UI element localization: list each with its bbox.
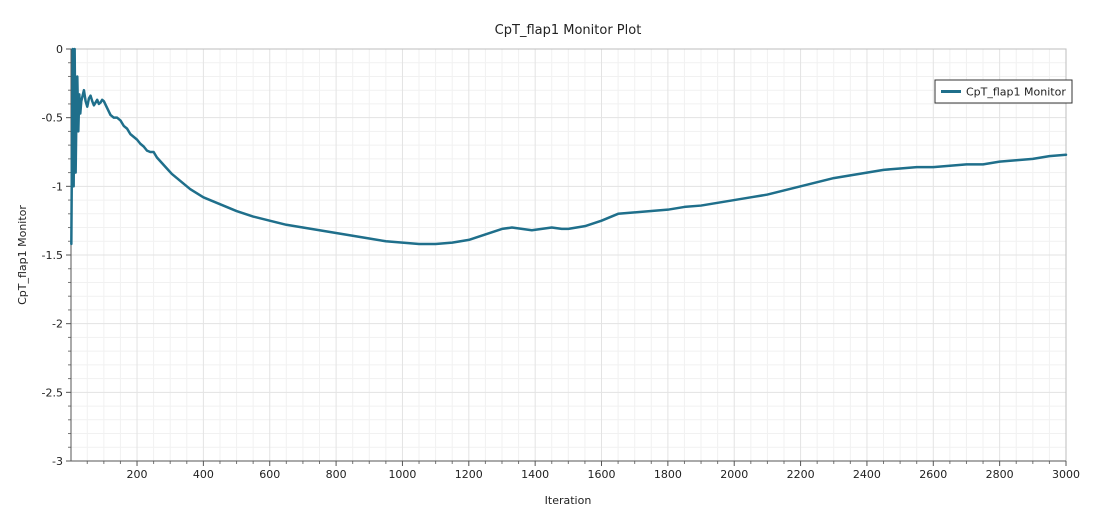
x-tick-label: 1000 <box>388 468 416 481</box>
x-axis-label: Iteration <box>545 494 592 507</box>
y-axis-label: CpT_flap1 Monitor <box>16 205 29 305</box>
x-tick-label: 400 <box>193 468 214 481</box>
y-tick-label: -1.5 <box>42 249 63 262</box>
x-tick-label: 1600 <box>588 468 616 481</box>
x-tick-label: 2800 <box>986 468 1014 481</box>
x-tick-label: 1200 <box>455 468 483 481</box>
x-tick-label: 2400 <box>853 468 881 481</box>
x-tick-label: 1400 <box>521 468 549 481</box>
x-tick-label: 2600 <box>919 468 947 481</box>
x-tick-label: 2000 <box>720 468 748 481</box>
chart-title: CpT_flap1 Monitor Plot <box>495 23 642 38</box>
x-tick-label: 600 <box>259 468 280 481</box>
y-tick-label: -2.5 <box>42 386 63 399</box>
x-tick-label: 800 <box>326 468 347 481</box>
series-layer <box>70 47 1068 246</box>
legend-box <box>934 79 1073 104</box>
y-axis: 0 -0.5 -1 -1.5 -2 -2.5 -3 <box>42 43 72 468</box>
y-tick-label: -0.5 <box>42 112 63 125</box>
series-line-0 <box>70 47 1068 246</box>
x-tick-label: 200 <box>127 468 148 481</box>
y-tick-label: -1 <box>52 180 63 193</box>
legend-entry-label: CpT_flap1 Monitor <box>966 86 1066 99</box>
y-tick-label: -2 <box>52 318 63 331</box>
x-axis: 200 400 600 800 1000 1200 1400 1600 1800 2000 2200… <box>71 460 1080 481</box>
x-tick-label: 2200 <box>787 468 815 481</box>
legend[interactable]: CpT_flap1 Monitor <box>934 79 1073 104</box>
x-tick-label: 3000 <box>1052 468 1080 481</box>
x-tick-label: 1800 <box>654 468 682 481</box>
y-tick-label: 0 <box>56 43 63 56</box>
y-tick-label: -3 <box>52 455 63 468</box>
